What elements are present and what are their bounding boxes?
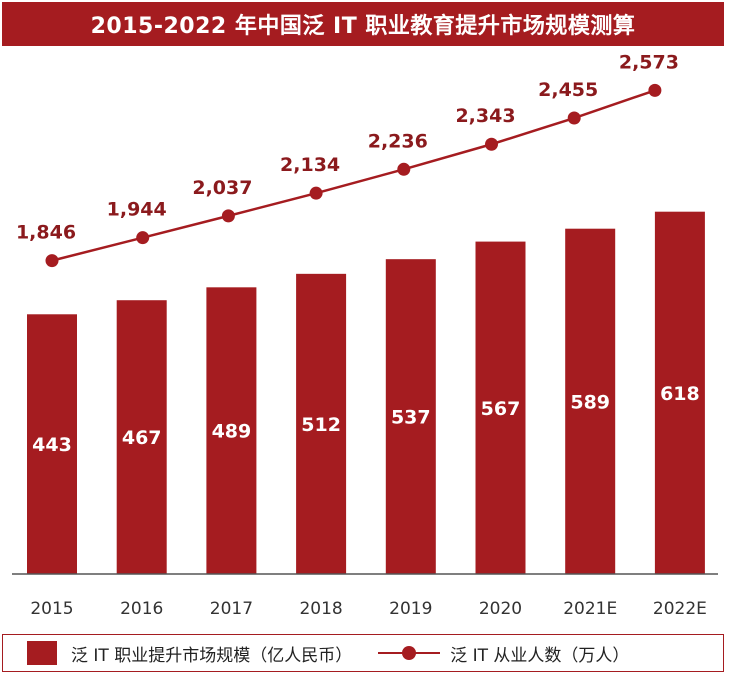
line-point — [221, 209, 235, 223]
legend-item-line: 泛 IT 从业人数（万人） — [352, 641, 629, 666]
x-tick-label: 2018 — [299, 599, 342, 619]
line-value-label: 2,573 — [619, 51, 679, 73]
line-point — [567, 111, 581, 125]
bar — [654, 211, 705, 575]
bar-value-label: 489 — [212, 421, 252, 443]
x-tick-label: 2020 — [479, 599, 522, 619]
line-value-label: 2,134 — [280, 154, 340, 176]
bar-value-label: 589 — [570, 391, 610, 413]
line-value-label: 2,037 — [192, 177, 252, 199]
line-point — [136, 231, 150, 245]
bar-value-label: 567 — [481, 398, 521, 420]
line-point — [648, 83, 662, 97]
bar-value-label: 512 — [301, 414, 341, 436]
legend-item-bar: 泛 IT 职业提升市场规模（亿人民币） — [3, 641, 352, 666]
x-tick-label: 2016 — [120, 599, 163, 619]
line-point — [485, 137, 498, 151]
line-value-label: 2,236 — [368, 130, 428, 152]
line-value-label: 2,343 — [455, 105, 515, 127]
legend-bar-swatch-icon — [27, 641, 57, 665]
bar-value-label: 618 — [660, 383, 700, 405]
bar-value-label: 443 — [32, 434, 72, 456]
bar — [565, 228, 616, 575]
line-point — [397, 162, 411, 176]
bar-value-label: 537 — [391, 407, 431, 429]
line-point — [309, 186, 323, 200]
line-value-label: 1,846 — [16, 222, 76, 244]
legend-bar-label: 泛 IT 职业提升市场规模（亿人民币） — [71, 645, 353, 666]
x-tick-label: 2019 — [389, 599, 432, 619]
x-tick-label: 2022E — [653, 599, 707, 619]
bar — [206, 287, 257, 574]
legend-line-swatch-icon — [378, 643, 441, 663]
legend: 泛 IT 职业提升市场规模（亿人民币） 泛 IT 从业人数（万人） — [2, 634, 724, 672]
x-tick-label: 2015 — [30, 599, 73, 619]
x-tick-label: 2017 — [210, 599, 253, 619]
line-series — [51, 89, 656, 262]
bar — [475, 241, 526, 575]
line-point — [45, 254, 59, 268]
legend-line-label: 泛 IT 从业人数（万人） — [450, 645, 630, 666]
line-value-label: 2,455 — [538, 79, 598, 101]
bar — [116, 300, 167, 574]
bar — [385, 259, 436, 574]
chart-title: 2015-2022 年中国泛 IT 职业教育提升市场规模测算 — [2, 2, 724, 46]
bar — [296, 273, 347, 574]
line-value-label: 1,944 — [107, 199, 167, 221]
x-tick-label: 2021E — [563, 599, 617, 619]
bar — [27, 314, 77, 574]
bar-value-label: 467 — [122, 427, 162, 449]
